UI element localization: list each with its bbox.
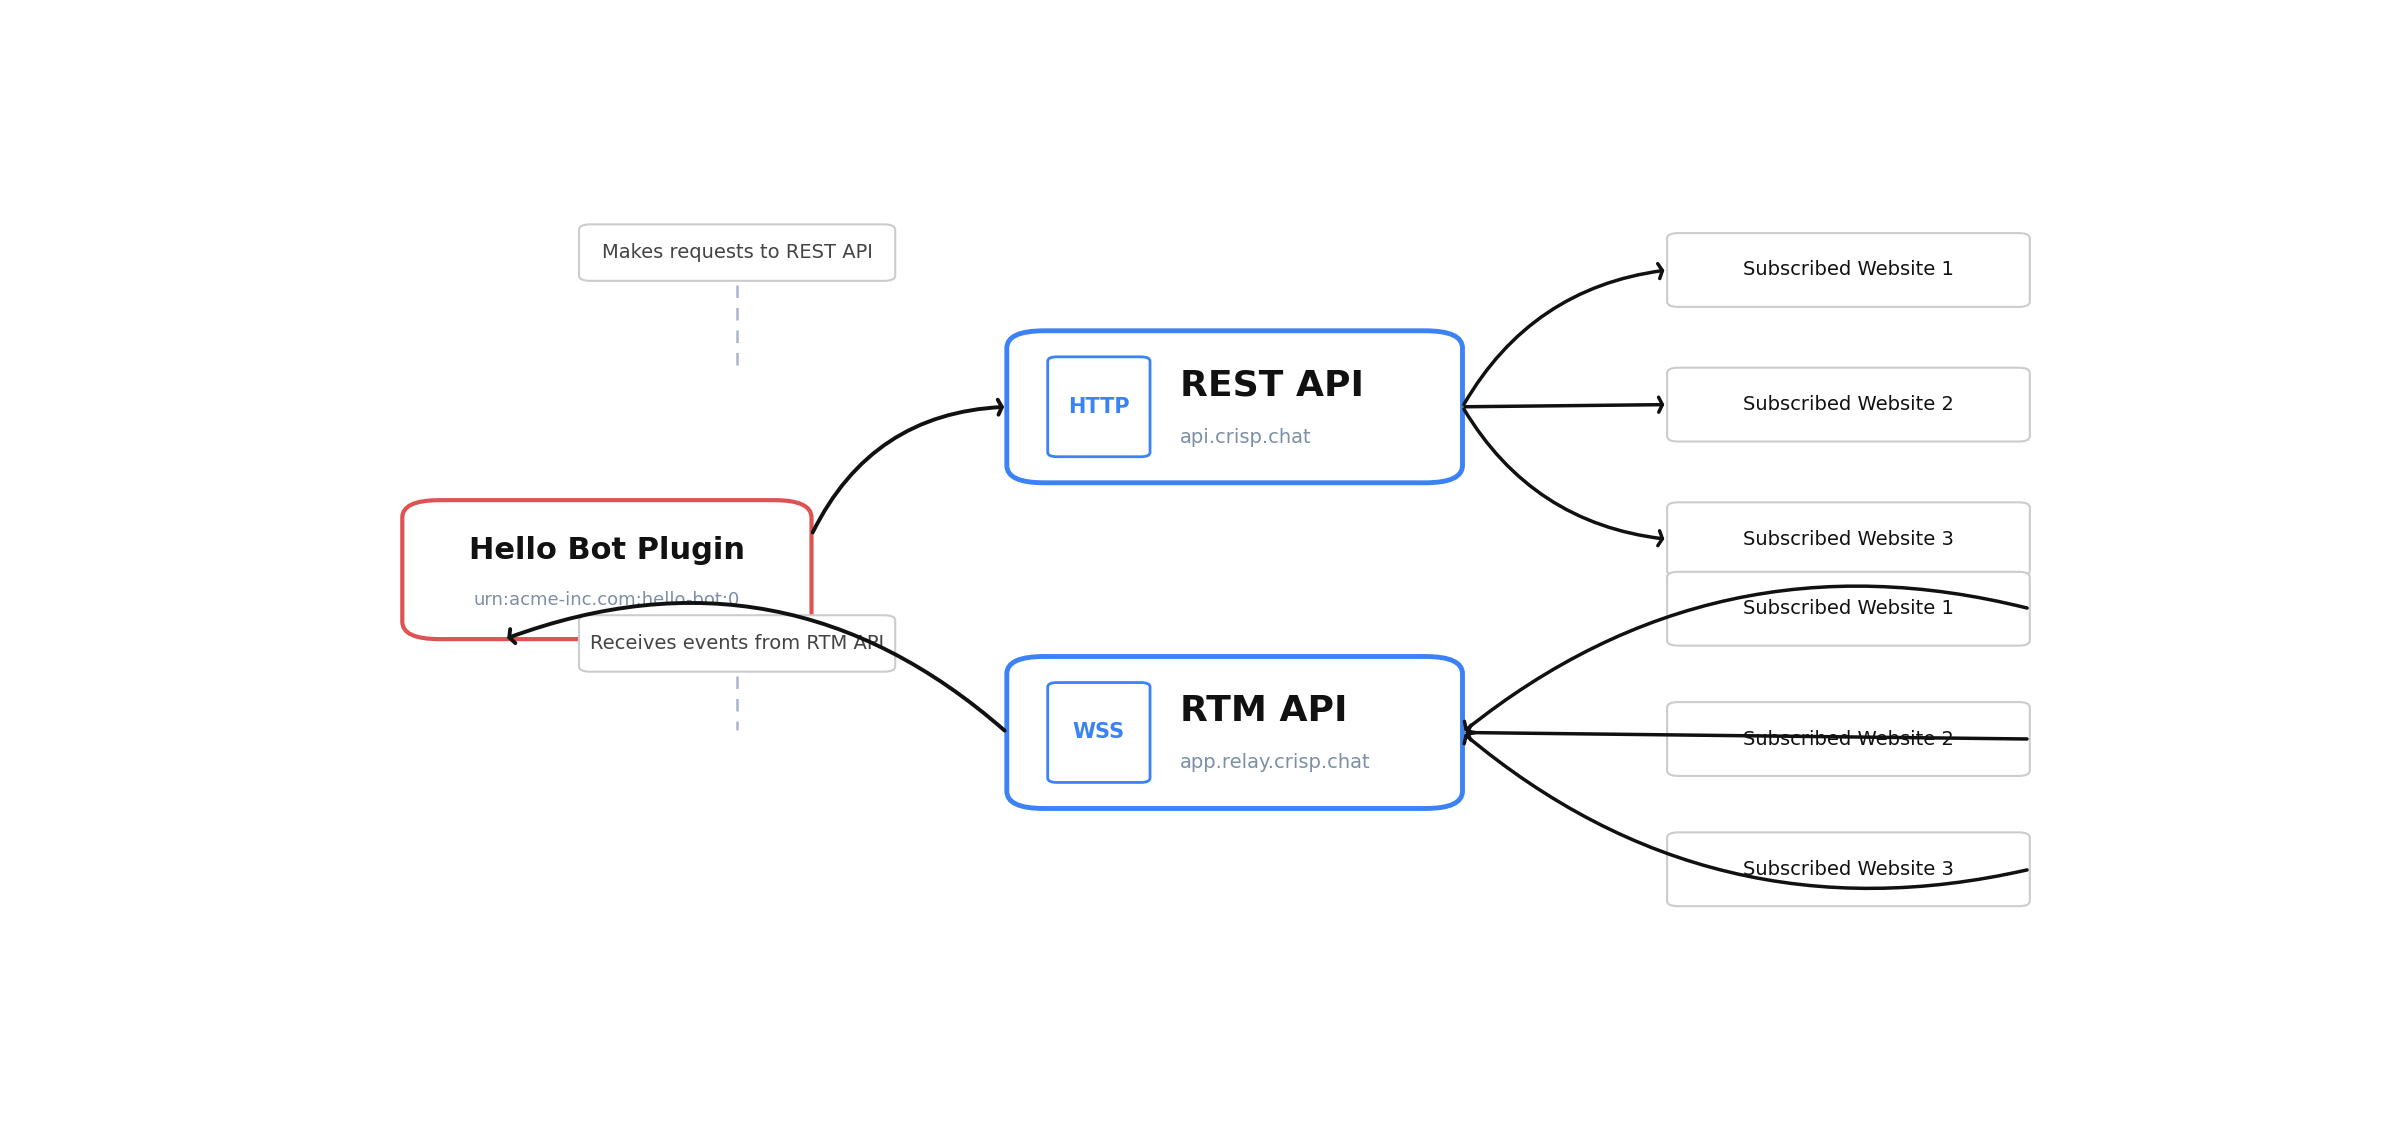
FancyBboxPatch shape	[1668, 233, 2030, 307]
Text: Makes requests to REST API: Makes requests to REST API	[602, 244, 874, 262]
FancyBboxPatch shape	[578, 615, 895, 671]
Text: Subscribed Website 3: Subscribed Website 3	[1742, 530, 1954, 548]
Text: WSS: WSS	[1073, 723, 1126, 742]
FancyBboxPatch shape	[1008, 656, 1462, 809]
Text: RTM API: RTM API	[1181, 694, 1346, 729]
Text: HTTP: HTTP	[1068, 397, 1130, 416]
FancyBboxPatch shape	[1668, 832, 2030, 906]
Text: urn:acme-inc.com:hello-bot:0: urn:acme-inc.com:hello-bot:0	[473, 591, 739, 609]
Text: Subscribed Website 2: Subscribed Website 2	[1742, 730, 1954, 749]
Text: Hello Bot Plugin: Hello Bot Plugin	[468, 536, 744, 565]
FancyBboxPatch shape	[403, 500, 811, 640]
Text: Subscribed Website 1: Subscribed Website 1	[1742, 599, 1954, 618]
FancyBboxPatch shape	[1668, 368, 2030, 441]
FancyBboxPatch shape	[1668, 702, 2030, 776]
Text: Receives events from RTM API: Receives events from RTM API	[590, 634, 883, 653]
FancyBboxPatch shape	[1049, 356, 1150, 457]
FancyBboxPatch shape	[1049, 682, 1150, 783]
Text: Subscribed Website 3: Subscribed Website 3	[1742, 860, 1954, 879]
FancyBboxPatch shape	[1668, 572, 2030, 645]
Text: REST API: REST API	[1181, 369, 1363, 403]
Text: Subscribed Website 2: Subscribed Website 2	[1742, 395, 1954, 414]
Text: api.crisp.chat: api.crisp.chat	[1181, 428, 1310, 447]
FancyBboxPatch shape	[1668, 502, 2030, 576]
Text: Subscribed Website 1: Subscribed Website 1	[1742, 261, 1954, 280]
FancyBboxPatch shape	[1008, 331, 1462, 483]
Text: app.relay.crisp.chat: app.relay.crisp.chat	[1181, 754, 1370, 773]
FancyBboxPatch shape	[578, 224, 895, 281]
